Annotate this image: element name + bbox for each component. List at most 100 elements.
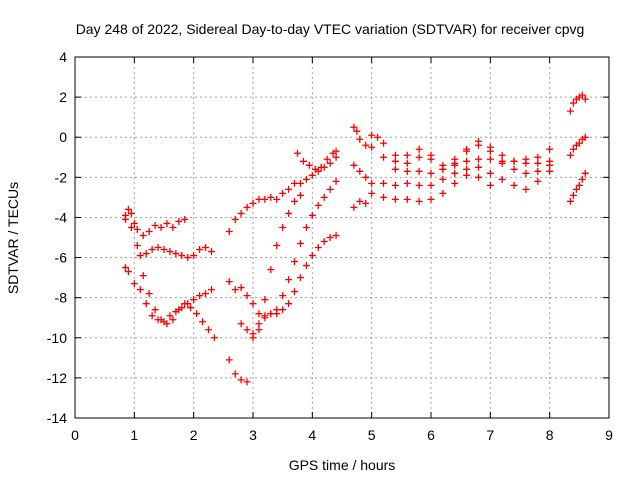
axis-ticks: 0 1 2 3 4 5 6 7 8 9 4 2 0 -2 -4 -6 -8 -10 -12 -14: [47, 49, 613, 443]
series-arc-l: [350, 171, 494, 211]
data-point: [172, 250, 180, 258]
series-arc-f: [225, 177, 340, 320]
data-point: [534, 167, 542, 175]
data-point: [151, 221, 159, 229]
data-point: [231, 370, 239, 378]
data-point: [572, 185, 580, 193]
data-point: [391, 157, 399, 165]
data-point: [285, 276, 293, 284]
data-point: [145, 227, 153, 235]
data-point: [368, 179, 376, 187]
data-point: [296, 274, 304, 282]
series-arc-p: [566, 133, 589, 159]
y-tick-label: 0: [59, 129, 67, 145]
data-point: [243, 203, 251, 211]
data-point: [202, 244, 210, 252]
data-point: [302, 223, 310, 231]
data-point: [415, 167, 423, 175]
series-arc-h: [237, 231, 340, 338]
series-arc-d: [127, 223, 218, 342]
data-point: [403, 151, 411, 159]
data-point: [121, 264, 129, 272]
series-arc-j: [350, 123, 554, 169]
data-point: [207, 286, 215, 294]
data-point: [569, 191, 577, 199]
data-point: [139, 272, 147, 280]
data-point: [255, 326, 263, 334]
data-point: [175, 306, 183, 314]
data-point: [368, 131, 376, 139]
data-point: [237, 284, 245, 292]
data-point: [136, 252, 144, 260]
data-point: [326, 185, 334, 193]
data-point: [199, 318, 207, 326]
data-point: [190, 252, 198, 260]
data-point: [231, 286, 239, 294]
data-point: [196, 246, 204, 254]
data-point: [308, 171, 316, 179]
data-point: [249, 330, 257, 338]
data-point: [578, 91, 586, 99]
data-point: [403, 195, 411, 203]
data-point: [291, 258, 299, 266]
data-point: [522, 159, 530, 167]
data-point: [474, 173, 482, 181]
data-point: [451, 159, 459, 167]
data-point: [273, 195, 281, 203]
data-point: [279, 306, 287, 314]
data-point: [285, 185, 293, 193]
series-arc-k: [350, 161, 554, 193]
data-point: [486, 169, 494, 177]
y-tick-label: -4: [55, 209, 68, 225]
data-point: [166, 248, 174, 256]
data-point: [249, 199, 257, 207]
data-point: [255, 320, 263, 328]
data-point: [124, 268, 132, 276]
data-point: [356, 197, 364, 205]
data-point: [391, 181, 399, 189]
data-point: [279, 189, 287, 197]
x-tick-label: 2: [190, 427, 198, 443]
data-point: [124, 205, 132, 213]
x-tick-label: 7: [486, 427, 494, 443]
data-point: [320, 193, 328, 201]
data-point: [380, 179, 388, 187]
data-point: [291, 197, 299, 205]
data-point: [243, 292, 251, 300]
series-arc-n: [391, 137, 554, 173]
x-axis-label: GPS time / hours: [289, 457, 396, 473]
data-point: [498, 157, 506, 165]
series-arc-b: [121, 209, 189, 239]
x-tick-label: 8: [546, 427, 554, 443]
data-point: [207, 248, 215, 256]
data-point: [356, 167, 364, 175]
data-point: [243, 326, 251, 334]
data-point: [294, 149, 301, 157]
data-point: [302, 262, 310, 270]
data-point: [302, 175, 310, 183]
data-point: [127, 223, 135, 231]
data-point: [163, 320, 171, 328]
data-point: [332, 153, 340, 161]
data-point: [350, 123, 358, 131]
data-point: [498, 151, 506, 159]
data-point: [353, 127, 361, 135]
data-point: [403, 167, 411, 175]
data-point: [332, 147, 340, 155]
data-point: [160, 246, 168, 254]
data-point: [243, 378, 251, 386]
data-point: [463, 171, 471, 179]
data-point: [181, 215, 189, 223]
data-point: [202, 290, 210, 298]
data-point: [474, 155, 482, 163]
x-tick-label: 3: [249, 427, 257, 443]
data-point: [522, 185, 530, 193]
series-arc-o: [566, 91, 589, 115]
data-point: [326, 159, 334, 167]
data-point: [181, 300, 189, 308]
data-point: [184, 254, 192, 262]
data-point: [190, 296, 198, 304]
data-point: [522, 169, 530, 177]
data-point: [498, 175, 506, 183]
data-point: [285, 300, 293, 308]
